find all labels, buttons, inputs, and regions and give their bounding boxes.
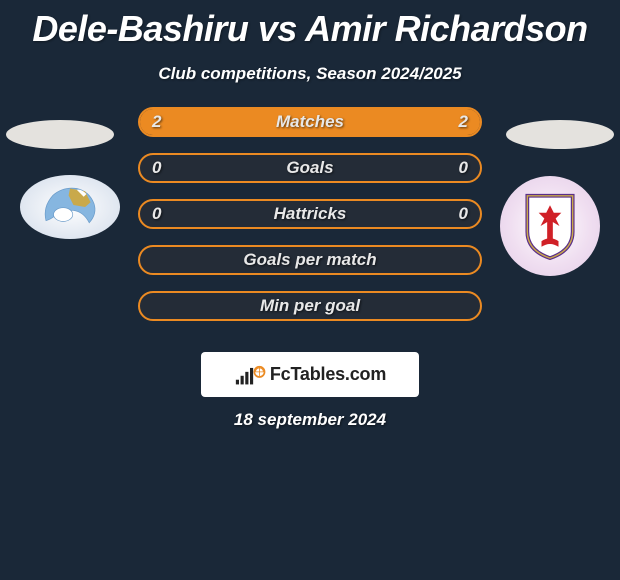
stat-label: Hattricks: [274, 204, 347, 224]
player1-placeholder: [6, 120, 114, 149]
stat-value-right: 0: [459, 204, 468, 224]
player2-club-badge: [500, 176, 600, 276]
stat-label: Goals: [286, 158, 333, 178]
stat-row-goals: 0 Goals 0: [138, 153, 482, 183]
stat-value-left: 0: [152, 158, 161, 178]
player2-placeholder: [506, 120, 614, 149]
stat-row-min-per-goal: Min per goal: [138, 291, 482, 321]
stat-bars: 2 Matches 2 0 Goals 0 0 Hattricks 0 Goal…: [138, 107, 482, 337]
stat-label: Matches: [276, 112, 344, 132]
comparison-panel: 2 Matches 2 0 Goals 0 0 Hattricks 0 Goal…: [0, 122, 620, 382]
branding-text: FcTables.com: [270, 364, 386, 385]
stat-label: Min per goal: [260, 296, 360, 316]
page-subtitle: Club competitions, Season 2024/2025: [0, 64, 620, 84]
fctables-logo-icon: [234, 364, 266, 386]
lazio-crest-icon: [34, 183, 106, 231]
player1-club-badge: [20, 175, 120, 239]
stat-label: Goals per match: [243, 250, 376, 270]
stat-value-left: 0: [152, 204, 161, 224]
stat-value-right: 2: [459, 112, 468, 132]
stat-row-hattricks: 0 Hattricks 0: [138, 199, 482, 229]
fiorentina-crest-icon: [521, 192, 579, 260]
page-title: Dele-Bashiru vs Amir Richardson: [0, 0, 620, 50]
stat-value-right: 0: [459, 158, 468, 178]
branding-badge: FcTables.com: [201, 352, 419, 397]
date-label: 18 september 2024: [0, 410, 620, 430]
stat-row-goals-per-match: Goals per match: [138, 245, 482, 275]
stat-value-left: 2: [152, 112, 161, 132]
stat-row-matches: 2 Matches 2: [138, 107, 482, 137]
